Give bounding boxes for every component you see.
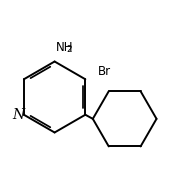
Text: N: N xyxy=(13,108,25,122)
Text: 2: 2 xyxy=(67,45,72,54)
Text: Br: Br xyxy=(98,65,111,78)
Text: NH: NH xyxy=(56,41,73,54)
